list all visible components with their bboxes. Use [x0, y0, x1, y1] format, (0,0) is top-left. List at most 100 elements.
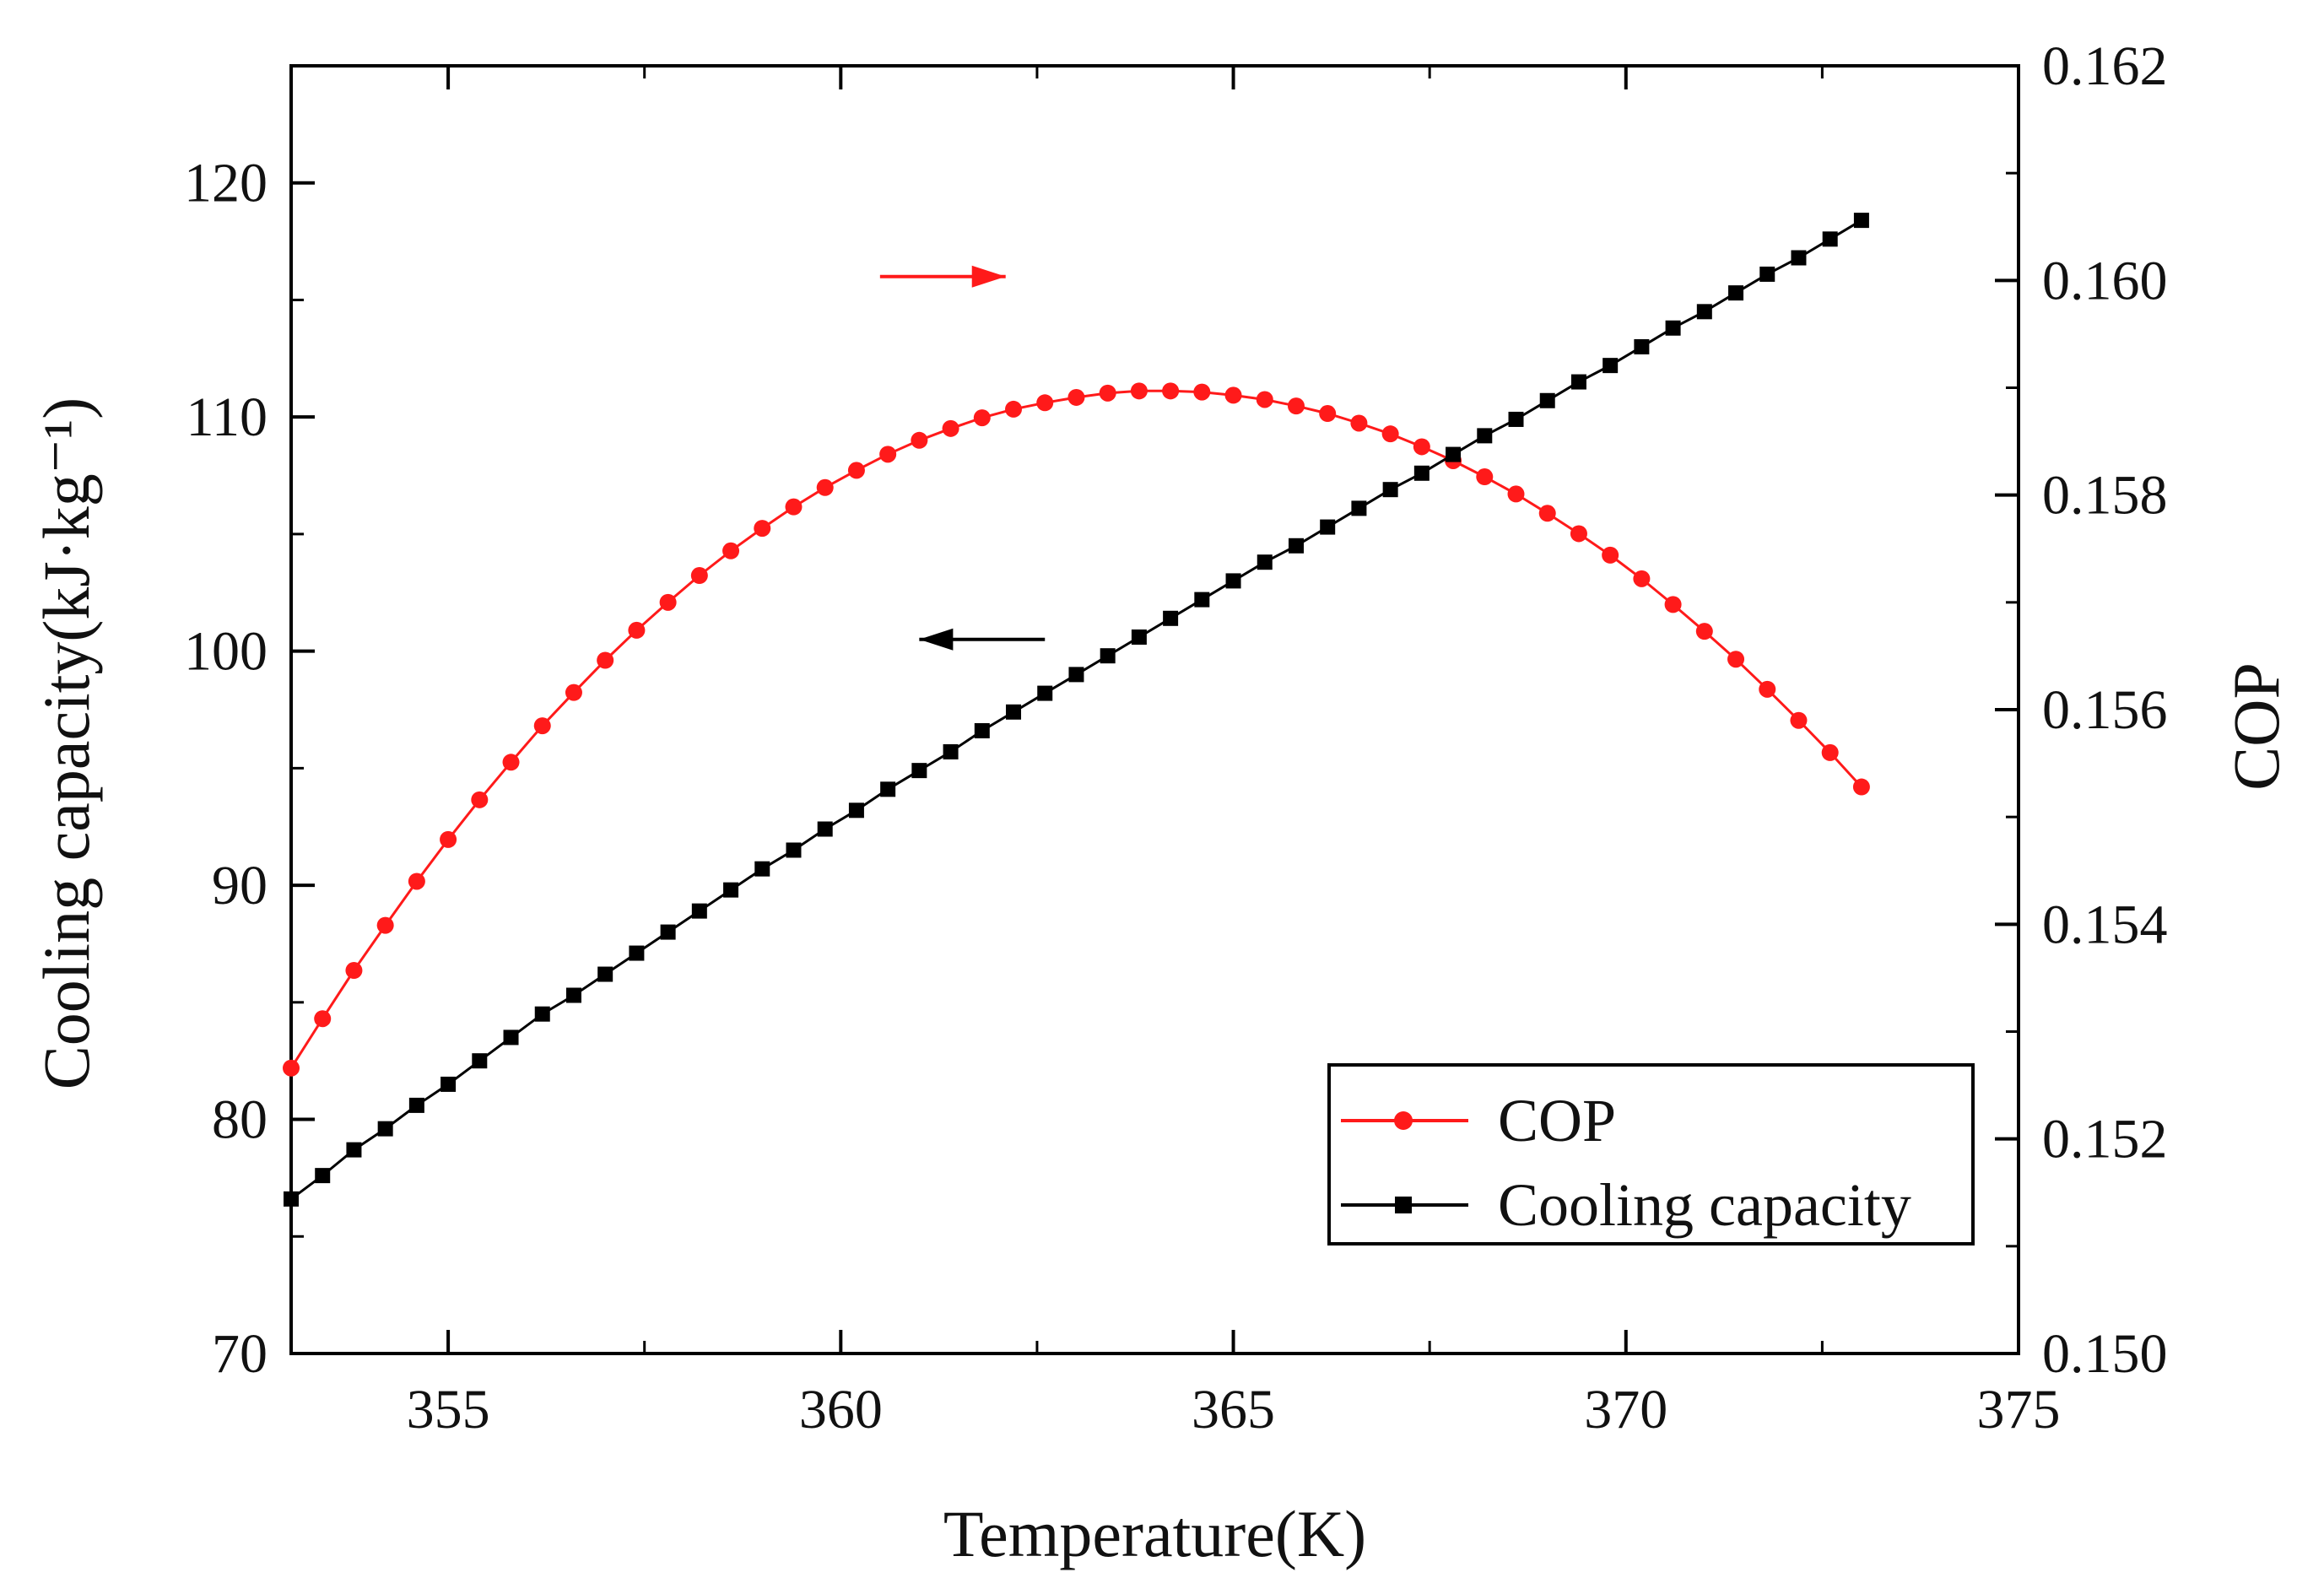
x-tick-label: 360 [799, 1379, 883, 1440]
left-tick-label: 100 [184, 621, 268, 683]
data-point [848, 802, 864, 819]
data-point [1602, 546, 1619, 564]
data-point [1538, 505, 1556, 522]
arrow-head [919, 628, 954, 651]
data-point [628, 621, 646, 639]
data-point [1821, 743, 1839, 761]
data-point [973, 409, 991, 427]
data-point [1413, 438, 1430, 456]
arrow-head [971, 265, 1006, 288]
data-point [817, 821, 833, 837]
data-point [1853, 213, 1869, 229]
series-layer [283, 213, 1870, 1207]
data-point [879, 446, 897, 463]
data-point [1633, 570, 1651, 587]
x-tick-label: 365 [1192, 1379, 1275, 1440]
data-point [1446, 446, 1462, 462]
data-point [1319, 405, 1337, 423]
data-point [1037, 685, 1053, 701]
data-point [1381, 425, 1399, 443]
data-point [597, 966, 613, 982]
data-point [283, 1059, 300, 1077]
data-point [1099, 384, 1116, 402]
legend-label: Cooling capacity [1498, 1171, 1911, 1239]
data-point [1351, 500, 1367, 516]
data-point [1508, 411, 1524, 427]
legend-item: Cooling capacity [1341, 1171, 1911, 1239]
data-point [1791, 250, 1807, 266]
data-point [1100, 648, 1116, 664]
left-tick-label: 70 [212, 1323, 268, 1385]
right-tick-label: 0.160 [2042, 250, 2168, 311]
data-point [1067, 388, 1085, 406]
data-point [1163, 610, 1179, 626]
data-point [440, 830, 457, 848]
series-line [290, 219, 1862, 1201]
data-point [1507, 485, 1525, 503]
data-point [565, 684, 582, 701]
data-point [943, 743, 959, 759]
data-point [408, 873, 425, 890]
data-point [785, 498, 803, 516]
x-tick-label: 375 [1977, 1379, 2061, 1440]
data-point [942, 419, 959, 437]
data-point [346, 1142, 362, 1158]
data-point [597, 651, 614, 669]
legend-swatch-marker [1395, 1197, 1412, 1213]
left-tick-label: 120 [184, 153, 268, 214]
data-point [1005, 400, 1023, 418]
data-point [1224, 386, 1242, 404]
data-point [533, 717, 551, 735]
data-point [1006, 704, 1022, 720]
data-point [503, 1029, 519, 1046]
data-point [1287, 397, 1305, 415]
data-point [440, 1076, 457, 1092]
left-axis: 70 80 90 100 110 120 [184, 153, 315, 1385]
annotation-layer [879, 265, 1046, 651]
legend-box [1327, 1063, 1975, 1245]
data-point [1852, 778, 1870, 796]
data-point [534, 1006, 550, 1022]
right-tick-label: 0.156 [2042, 679, 2168, 741]
data-point [1570, 374, 1586, 390]
data-point [1131, 629, 1147, 645]
data-point [911, 763, 927, 779]
data-point [377, 1121, 393, 1137]
right-tick-label: 0.158 [2042, 465, 2168, 527]
data-point [315, 1168, 331, 1184]
data-point [1602, 358, 1619, 374]
x-tick-label: 355 [407, 1379, 490, 1440]
data-point [911, 431, 928, 449]
data-point [1193, 383, 1211, 401]
data-point [722, 542, 740, 559]
x-tick-label: 370 [1584, 1379, 1667, 1440]
left-tick-label: 80 [212, 1089, 268, 1151]
data-point [1068, 667, 1084, 683]
series-cooling-capacity [284, 213, 1869, 1207]
data-point [1413, 465, 1430, 481]
data-point [723, 882, 739, 898]
data-point [1664, 596, 1682, 613]
data-point [1822, 231, 1838, 247]
x-axis-title: Temperature(K) [943, 1497, 1366, 1570]
data-point [408, 1097, 424, 1113]
series-cop [283, 382, 1870, 1077]
data-point [565, 987, 581, 1003]
data-point [1477, 428, 1493, 444]
legend-item: COP [1341, 1087, 1616, 1154]
left-tick-label: 90 [212, 855, 268, 916]
data-point [472, 1053, 488, 1069]
data-point [691, 903, 707, 919]
data-point [471, 791, 489, 808]
data-point [1539, 392, 1555, 408]
data-point [376, 916, 394, 934]
data-point [629, 945, 645, 961]
data-point [1320, 519, 1336, 535]
data-point [1130, 382, 1148, 400]
data-point [847, 462, 865, 479]
data-point [690, 567, 708, 585]
legend-swatch-marker [1394, 1111, 1413, 1130]
left-axis-title: Cooling capacity(kJ·kg⁻¹) [30, 397, 103, 1090]
data-point [284, 1191, 299, 1207]
